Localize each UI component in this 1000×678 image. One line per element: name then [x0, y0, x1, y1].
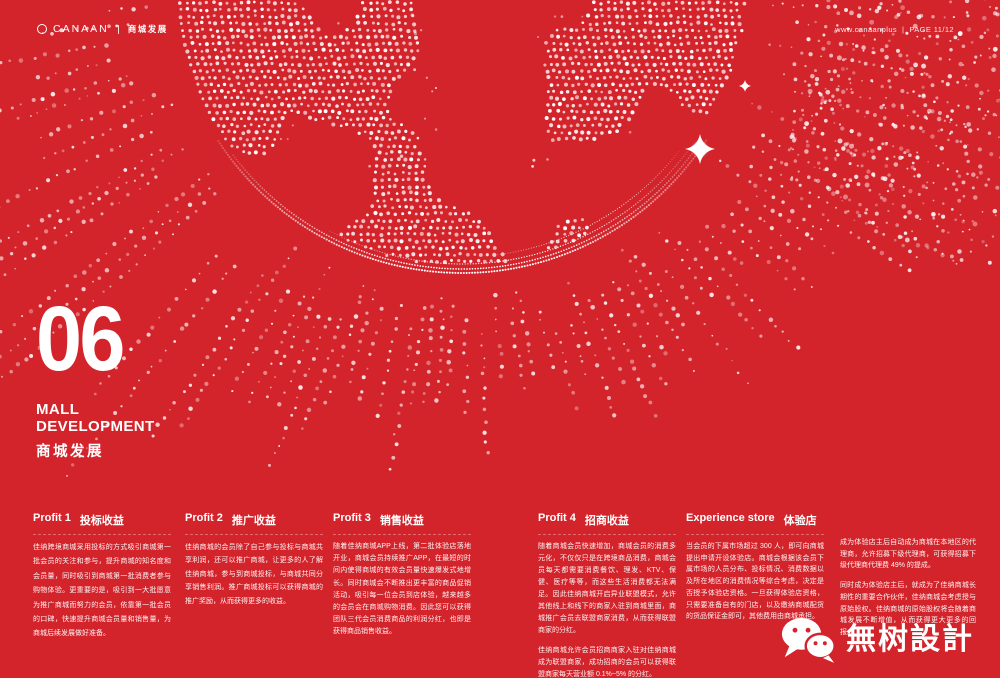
heading-en: Profit 1: [33, 512, 71, 524]
brand-suffix: 商城发展: [127, 24, 168, 34]
heading-cn: 招商收益: [584, 515, 629, 527]
brand-name: CANAAN: [53, 23, 109, 35]
heading-en: Profit 3: [333, 512, 371, 524]
chapter-title-cn: 商城发展: [36, 443, 104, 460]
profit-column-4: Profit 4 招商收益 随着商城会员快速增加，商城会员的消费多元化，不仅仅只…: [538, 512, 676, 678]
heading-cn: 体验店: [783, 515, 817, 527]
column-heading: Profit 3 销售收益: [333, 512, 471, 535]
column-paragraph: 成为体验店主后自动成为商城在本地区的代理商，允许招募下级代理商，可获得招募下级代…: [840, 539, 976, 570]
wechat-icon: [781, 618, 836, 663]
logo-divider: [117, 24, 119, 34]
watermark: 無树設計: [781, 616, 974, 663]
column-paragraph: 佳纳跨境商城采用投标的方式吸引商城第一批会员的关注和参与，提升商城的知名度和会员…: [33, 544, 171, 638]
heading-cn: 推广收益: [231, 515, 276, 527]
column-heading: Profit 2 推广收益: [185, 512, 323, 535]
header: CANAAN 商城发展 www.canaanplus | PAGE 11/12: [37, 23, 954, 35]
column-paragraph: 随着佳纳商城APP上线，第二批体验店落地开业，商城会员持续推广APP，在最短的时…: [333, 543, 471, 636]
chapter-number: 06: [36, 288, 125, 390]
column-spacer: [840, 512, 976, 537]
page-info-divider: |: [902, 24, 905, 34]
heading-en: Profit 2: [185, 512, 223, 524]
column-paragraph: 佳纳商城允许会员招商商家入驻对佳纳商城成为联盟商家，成功招商的会员可以获得联盟商…: [538, 647, 676, 678]
profit-column-3: Profit 3 销售收益 随着佳纳商城APP上线，第二批体验店落地开业，商城会…: [333, 512, 471, 647]
column-paragraph: 当会员的下属市场超过 300 人，即可向商城提出申请开设体验店。商城会根据该会员…: [686, 543, 824, 621]
profit-column-1: Profit 1 投标收益 佳纳跨境商城采用投标的方式吸引商城第一批会员的关注和…: [33, 512, 171, 650]
column-paragraph: 同时成为体验店主后，就成为了佳纳商城长期性的重要合作伙伴，佳纳商城会考虑授与原始…: [840, 582, 976, 636]
page-info: www.canaanplus | PAGE 11/12: [835, 25, 954, 34]
heading-en: Profit 4: [538, 512, 576, 524]
column-heading: Experience store 体验店: [686, 512, 824, 535]
column-paragraph: 随着商城会员快速增加，商城会员的消费多元化，不仅仅只是在跨境商品消费，商城会员每…: [538, 543, 676, 634]
chapter-title-line2: DEVELOPMENT: [36, 418, 155, 436]
experience-store-continued-column: 成为体验店主后自动成为商城在本地区的代理商，允许招募下级代理商，可获得招募下级代…: [840, 512, 976, 647]
heading-cn: 销售收益: [379, 515, 424, 527]
page-number: PAGE 11/12: [909, 24, 954, 34]
canaan-logo-icon: [37, 24, 47, 34]
chapter-block: 06 MALL DEVELOPMENT 商城发展: [36, 293, 155, 461]
chapter-title-line1: MALL: [36, 401, 80, 418]
column-paragraph: 佳纳商城的会员除了自己参与投标与商城共享利润，还可以推广商城，让更多的人了解佳纳…: [185, 544, 323, 605]
brand-logo: CANAAN 商城发展: [37, 23, 168, 35]
site-url: www.canaanplus: [835, 24, 898, 34]
column-heading: Profit 1 投标收益: [33, 512, 171, 535]
column-heading: Profit 4 招商收益: [538, 512, 676, 535]
watermark-text: 無树設計: [846, 622, 974, 656]
chapter-title-en: MALL DEVELOPMENT: [36, 401, 155, 436]
heading-en: Experience store: [686, 512, 775, 524]
experience-store-column: Experience store 体验店 当会员的下属市场超过 300 人，即可…: [686, 512, 824, 631]
heading-cn: 投标收益: [79, 515, 124, 527]
profit-column-2: Profit 2 推广收益 佳纳商城的会员除了自己参与投标与商城共享利润，还可以…: [185, 512, 323, 616]
